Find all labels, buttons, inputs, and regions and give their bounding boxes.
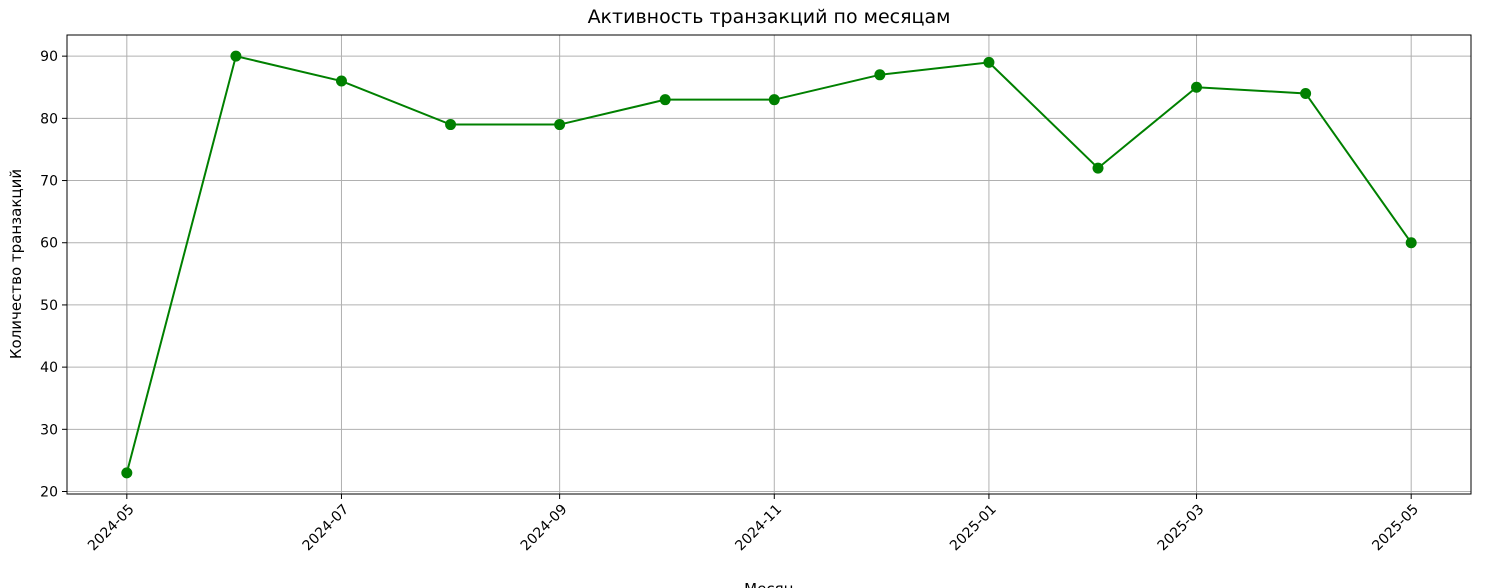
x-tick-label: 2024-07	[300, 502, 353, 555]
data-point	[335, 75, 347, 87]
x-tick-label: 2024-11	[732, 502, 785, 555]
data-point	[659, 94, 671, 106]
x-tick-label: 2025-01	[947, 502, 1000, 555]
data-point	[230, 50, 242, 62]
data-series	[121, 50, 1417, 479]
y-tick-label: 20	[40, 485, 58, 501]
grid-lines	[67, 35, 1471, 494]
y-tick-label: 60	[40, 236, 58, 252]
y-tick-label: 80	[40, 111, 58, 127]
x-tick-label: 2024-09	[518, 502, 571, 555]
plot-frame	[66, 34, 1472, 495]
y-tick-label: 40	[40, 360, 58, 376]
y-tick-label: 90	[40, 49, 58, 65]
data-point	[445, 119, 457, 131]
data-point	[1191, 81, 1203, 93]
x-axis-ticks: 2024-05 2024-07 2024-09 2024-11 2025-01 2025-…	[85, 494, 1422, 554]
x-tick-label: 2024-05	[85, 502, 138, 555]
data-point	[554, 119, 566, 131]
y-tick-label: 70	[40, 174, 58, 190]
data-point	[121, 467, 133, 479]
x-tick-label: 2025-05	[1369, 502, 1422, 555]
chart-title: Активность транзакций по месяцам	[588, 6, 951, 28]
x-axis-label: Месяц	[744, 580, 794, 588]
y-axis-label: Количество транзакций	[7, 169, 25, 359]
y-tick-label: 30	[40, 422, 58, 438]
y-tick-label: 50	[40, 298, 58, 314]
y-axis-ticks: 20 30 40 50 60 70 80 90	[40, 49, 67, 501]
data-point	[768, 94, 780, 106]
data-point	[1405, 237, 1417, 249]
data-point	[1092, 162, 1104, 174]
data-point	[983, 56, 995, 68]
x-tick-label: 2025-03	[1155, 502, 1208, 555]
data-point	[1300, 87, 1312, 99]
data-point	[874, 69, 886, 81]
